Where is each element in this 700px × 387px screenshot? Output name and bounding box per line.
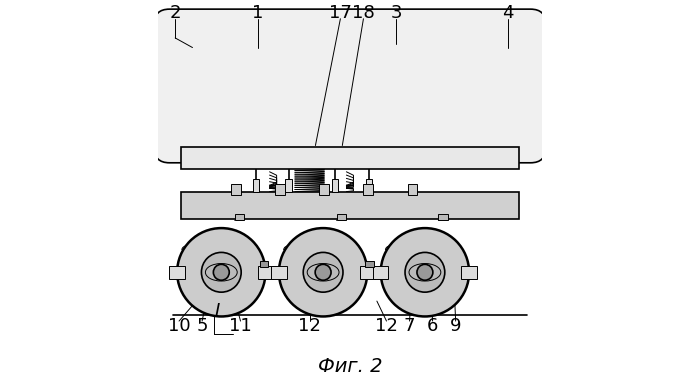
Bar	[275, 184, 285, 195]
Bar	[363, 184, 373, 195]
Text: 10: 10	[168, 317, 190, 335]
Bar	[234, 214, 244, 221]
Text: Фиг. 2: Фиг. 2	[318, 357, 382, 376]
Circle shape	[405, 252, 444, 292]
Bar	[366, 179, 372, 192]
Circle shape	[214, 264, 230, 280]
Bar	[319, 184, 329, 195]
Circle shape	[315, 264, 331, 280]
Bar	[253, 179, 259, 192]
Circle shape	[303, 252, 343, 292]
Circle shape	[417, 264, 433, 280]
Bar	[258, 265, 273, 279]
Bar	[169, 265, 185, 279]
Bar	[286, 179, 292, 192]
Text: I: I	[215, 302, 220, 320]
Bar	[438, 214, 448, 221]
Text: 5: 5	[196, 317, 208, 335]
Text: 9: 9	[450, 317, 461, 335]
Bar	[407, 184, 417, 195]
Bar	[461, 265, 477, 279]
Circle shape	[381, 228, 469, 317]
Bar	[181, 192, 519, 219]
FancyBboxPatch shape	[154, 9, 546, 163]
Bar	[365, 261, 374, 267]
Text: 12: 12	[298, 317, 321, 335]
Text: 6: 6	[427, 317, 438, 335]
Bar	[332, 179, 337, 192]
Bar	[373, 265, 389, 279]
Circle shape	[202, 252, 242, 292]
Text: 17: 17	[329, 4, 352, 22]
Bar	[231, 184, 241, 195]
Text: 11: 11	[229, 317, 252, 335]
Text: 2: 2	[169, 4, 181, 22]
Text: 1: 1	[252, 4, 263, 22]
Text: 3: 3	[391, 4, 402, 22]
Text: 12: 12	[375, 317, 398, 335]
Bar	[360, 265, 375, 279]
Bar	[181, 147, 519, 169]
Text: 4: 4	[502, 4, 513, 22]
Text: 18: 18	[352, 4, 375, 22]
Bar	[260, 261, 268, 267]
Bar	[271, 265, 286, 279]
Circle shape	[177, 228, 265, 317]
Circle shape	[279, 228, 368, 317]
Bar	[337, 214, 346, 221]
Text: 7: 7	[404, 317, 415, 335]
